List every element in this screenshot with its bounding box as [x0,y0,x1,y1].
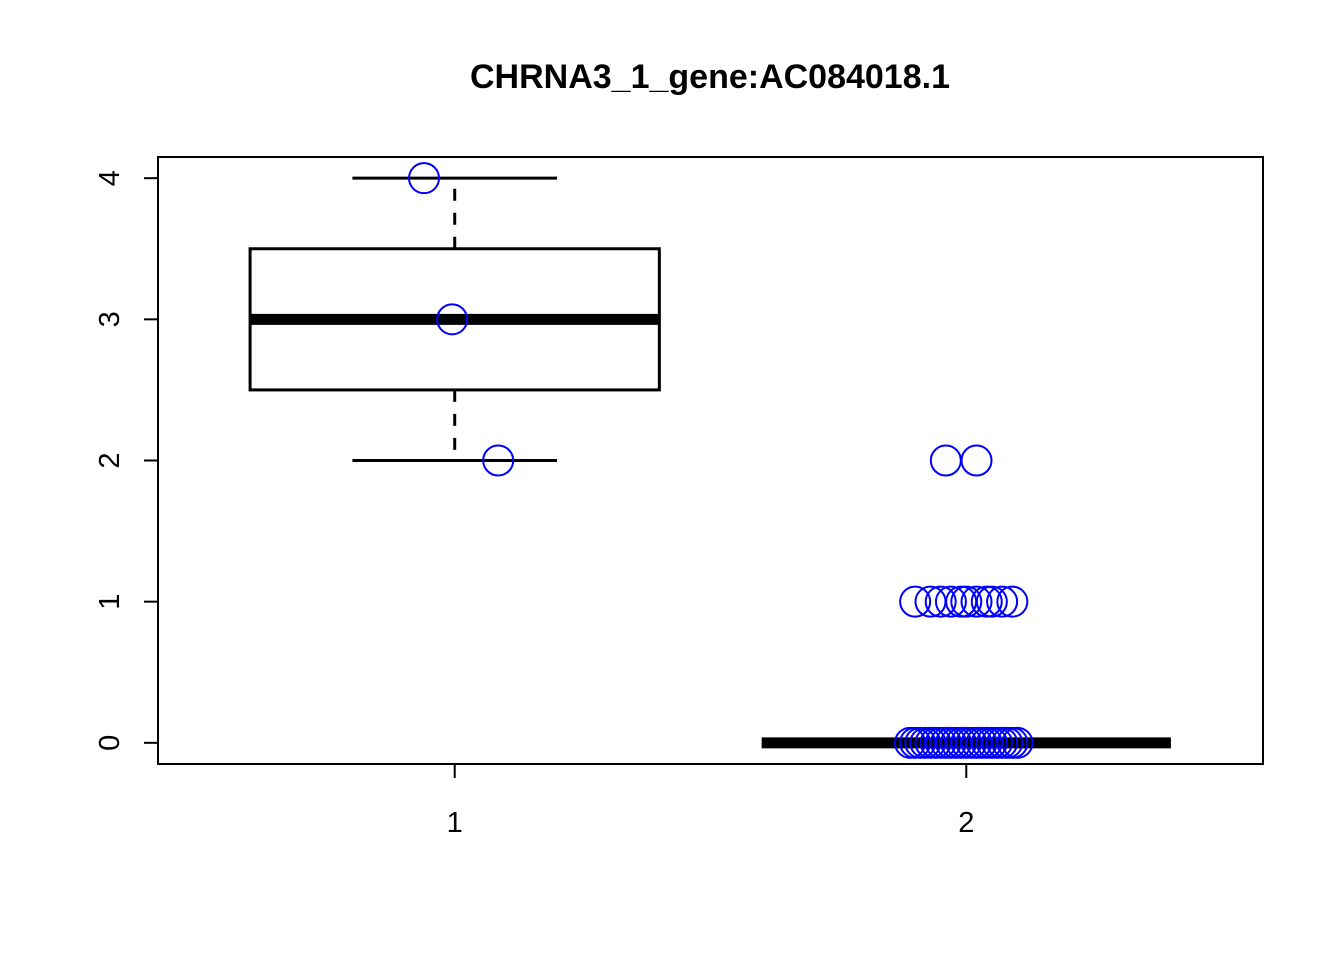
y-tick-label-0: 0 [94,735,126,751]
data-point-4 [960,444,993,477]
chart-title: CHRNA3_1_gene:AC084018.1 [469,58,950,96]
y-axis: 0 1 2 3 4 [94,170,158,751]
data-point-5 [899,585,932,618]
data-point-7 [924,585,957,618]
data-point-2 [482,444,515,477]
y-tick-label-2: 2 [94,452,126,468]
y-tick-label-3: 3 [94,311,126,327]
data-point-1 [436,303,469,336]
data-point-15 [996,585,1029,618]
y-tick-label-1: 1 [94,594,126,610]
data-point-3 [929,444,962,477]
point-group [408,162,1034,759]
data-point-0 [408,162,441,195]
data-point-8 [934,585,967,618]
box-group [248,176,1171,749]
data-point-37 [1001,726,1034,759]
data-point-13 [975,585,1008,618]
data-point-14 [986,585,1019,618]
data-point-10 [950,585,983,618]
x-tick-label-0: 1 [447,807,463,839]
x-tick-label-1: 2 [958,807,974,839]
y-tick-label-4: 4 [94,170,126,186]
data-point-11 [960,585,993,618]
